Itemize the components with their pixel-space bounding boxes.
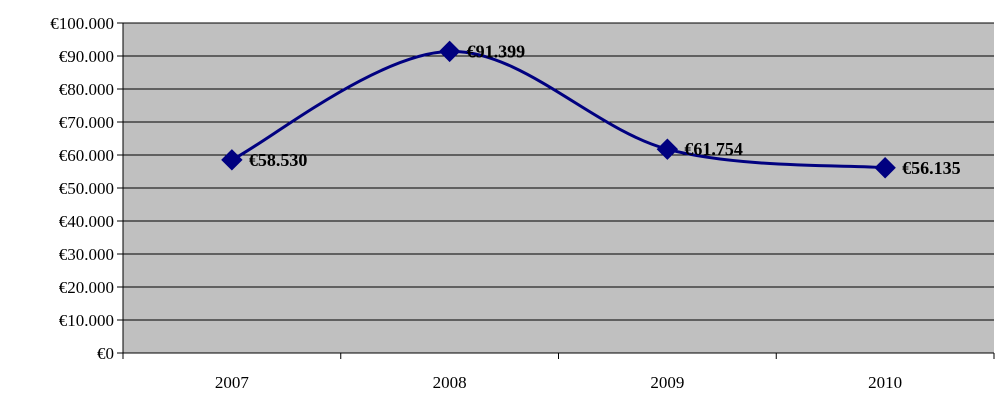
y-tick-label: €10.000 (59, 311, 114, 330)
series (221, 40, 896, 179)
axes (117, 22, 995, 359)
data-point-marker (874, 157, 896, 179)
y-tick-label: €20.000 (59, 278, 114, 297)
y-tick-label: €0 (97, 344, 114, 363)
y-tick-label: €60.000 (59, 146, 114, 165)
y-tick-label: €70.000 (59, 113, 114, 132)
x-tick-label: 2007 (215, 373, 250, 392)
y-tick-label: €50.000 (59, 179, 114, 198)
y-tick-label: €80.000 (59, 80, 114, 99)
x-tick-label: 2010 (868, 373, 902, 392)
data-point-marker (656, 138, 679, 160)
data-labels: €58.530 €91.399 €61.754 €56.135 (249, 41, 961, 177)
x-tick-label: 2008 (433, 373, 467, 392)
data-label: €56.135 (902, 158, 961, 178)
data-point-marker (438, 40, 461, 63)
x-tick-label: 2009 (650, 373, 684, 392)
data-label: €61.754 (684, 139, 743, 159)
data-label: €58.530 (249, 150, 308, 170)
y-tick-label: €100.000 (50, 14, 114, 33)
data-label: €91.399 (467, 41, 526, 61)
gridlines (123, 22, 994, 321)
y-tick-label: €30.000 (59, 245, 114, 264)
y-tick-label: €40.000 (59, 212, 114, 231)
data-point-marker (221, 149, 243, 171)
y-tick-label: €90.000 (59, 47, 114, 66)
x-tick-labels: 2007 2008 2009 2010 (215, 373, 902, 392)
series-line (231, 49, 886, 170)
y-tick-labels: €0 €10.000 €20.000 €30.000 €40.000 €50.000 €60… (50, 14, 114, 363)
